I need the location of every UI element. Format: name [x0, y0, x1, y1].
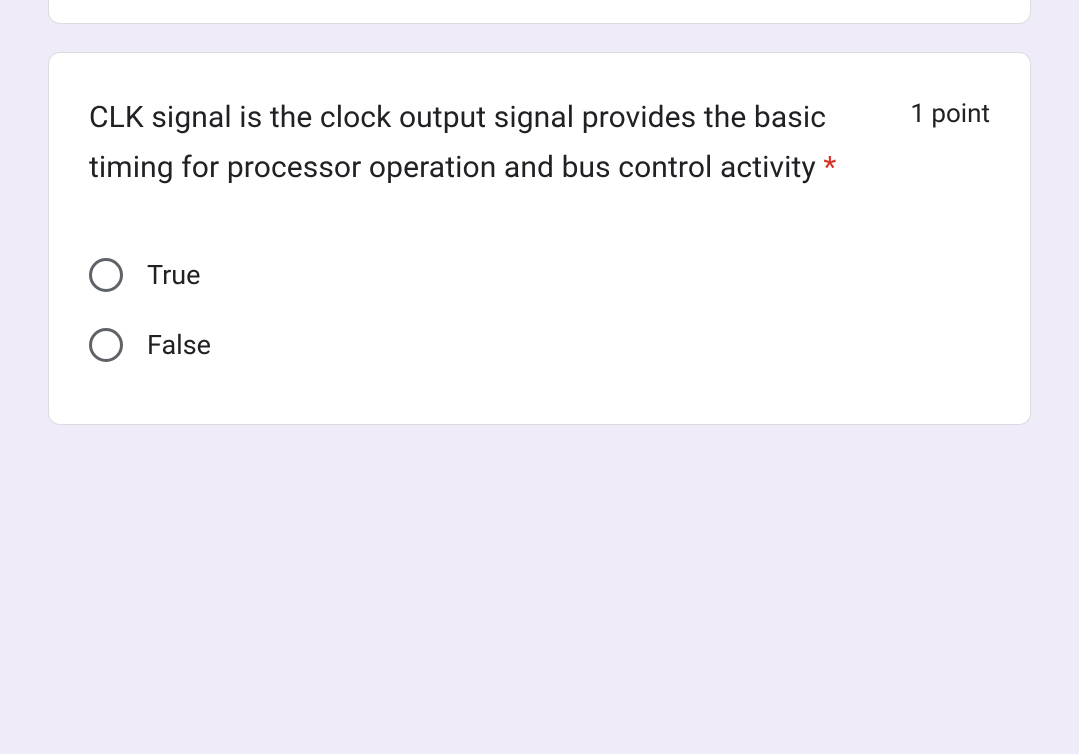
option-label: False [147, 329, 211, 361]
question-card: CLK signal is the clock output signal pr… [48, 52, 1031, 425]
option-true[interactable]: True [89, 240, 990, 310]
option-false[interactable]: False [89, 310, 990, 380]
question-text-content: CLK signal is the clock output signal pr… [89, 100, 826, 185]
radio-icon [89, 258, 123, 292]
previous-card-edge [48, 0, 1031, 24]
question-header: CLK signal is the clock output signal pr… [89, 93, 990, 192]
options-group: True False [89, 240, 990, 380]
required-marker: * [823, 150, 836, 185]
option-label: True [147, 259, 200, 291]
points-label: 1 point [910, 93, 990, 129]
radio-icon [89, 328, 123, 362]
question-text: CLK signal is the clock output signal pr… [89, 93, 870, 192]
